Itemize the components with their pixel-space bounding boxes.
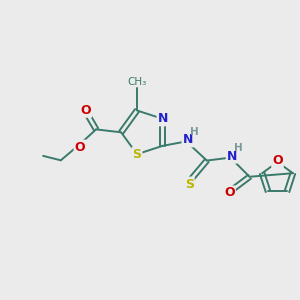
Text: S: S	[185, 178, 194, 190]
Text: CH₃: CH₃	[128, 77, 147, 87]
Text: H: H	[234, 143, 243, 153]
Text: N: N	[227, 150, 237, 163]
Text: H: H	[190, 127, 199, 137]
Text: O: O	[80, 104, 91, 117]
Text: N: N	[158, 112, 168, 125]
Text: S: S	[133, 148, 142, 161]
Text: N: N	[182, 134, 193, 146]
Text: O: O	[272, 154, 283, 167]
Text: O: O	[224, 186, 235, 200]
Text: O: O	[75, 141, 85, 154]
